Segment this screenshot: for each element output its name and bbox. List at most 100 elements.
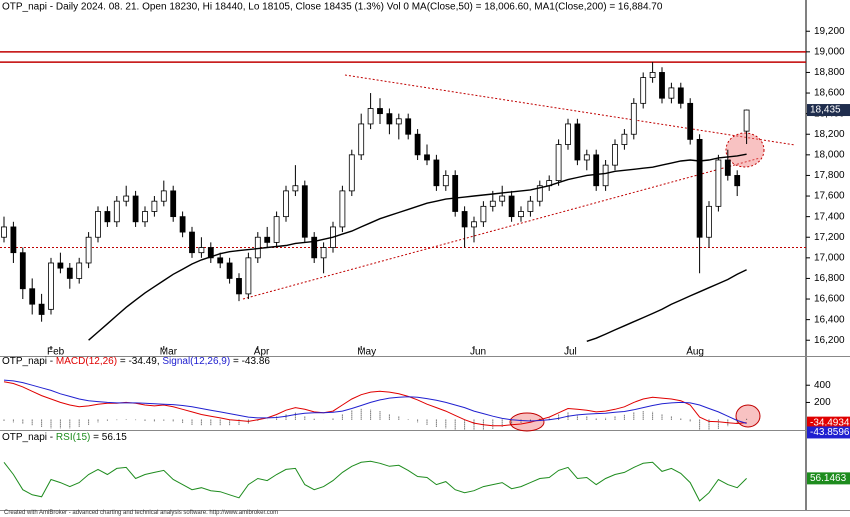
line-series [88,153,747,341]
candle-body [706,205,712,238]
highlight-circle [509,412,545,432]
candle-body [555,144,562,181]
candle-body [630,102,637,135]
y-tick-label: 16,800 [814,273,845,284]
candle-body [386,113,393,125]
y-tick-label: 17,200 [814,232,845,243]
candle-body [640,77,647,104]
x-tick-label: Mar [160,347,178,358]
panel [3,460,747,502]
candle-body [254,236,261,259]
candle-body [301,185,308,238]
y-tick-label: 16,400 [814,314,845,325]
candle-body [508,195,515,218]
candle-body [320,247,327,259]
y-tick-label: 16,600 [814,294,845,305]
candle-body [236,278,242,295]
panel [0,51,806,342]
title-part: = -43.86 [230,356,270,367]
candle-body [358,123,365,156]
candle-body [461,211,468,228]
candle-body [367,108,374,125]
candle-body [405,118,412,135]
candle-body [574,123,581,161]
candle-body [273,216,280,243]
y-tick-label: 400 [814,380,831,391]
candle-body [527,200,534,212]
line-series [3,379,747,424]
candle-body [677,87,684,104]
title-part: RSI(15) [56,432,90,443]
candle-body [160,190,167,202]
y-tick-label: 17,000 [814,252,845,263]
candle-body [66,267,73,279]
candle-body [489,200,496,207]
candle-body [621,133,628,145]
candle-body [536,185,543,202]
y-tick-label: 17,600 [814,191,845,202]
value-label: -34.4934 [810,417,850,428]
candle-body [480,205,487,223]
candle-body [226,262,233,279]
candle-body [198,247,205,254]
candle-body [264,236,271,243]
value-box [807,426,850,439]
panel-title: OTP_napi - RSI(15) = 56.15 [2,432,127,443]
value-label: -43.8596 [810,427,850,438]
candle-body [593,154,600,187]
candle-body [38,303,45,315]
value-label: 56.1463 [810,473,847,484]
candle-body [217,257,224,264]
main-title: OTP_napi - Daily 2024. 08. 21. Open 1823… [2,2,663,13]
candle-body [19,252,26,290]
value-label: 18,435 [810,105,841,116]
candle-body [245,257,252,295]
candle-body [612,144,618,166]
footer: Created with AmiBroker - advanced charti… [4,510,278,516]
candle-body [424,154,430,161]
candle-body [104,211,111,223]
title-part: = -34.49, [117,356,162,367]
candle-body [10,226,17,254]
panel [3,379,748,430]
candle-body [113,200,120,223]
y-tick-label: 200 [814,397,831,408]
candle-body [649,72,656,78]
x-tick-label: May [357,347,376,358]
y-tick-label: 16,200 [814,335,845,346]
y-tick-label: 19,000 [814,46,845,57]
panel-title: OTP_napi - MACD(12,26) = -34.49, Signal(… [2,356,270,367]
candle-body [583,154,590,161]
title-part: OTP_napi - [2,356,56,367]
y-tick-label: 17,800 [814,170,845,181]
candle-body [414,133,421,156]
y-tick-label: 18,800 [814,67,845,78]
candle-body [471,221,477,228]
candle-body [743,109,750,132]
y-tick-label: 18,000 [814,149,845,160]
x-tick-label: Jun [470,347,486,358]
y-tick-label: 17,400 [814,211,845,222]
title-part: Signal(12,26,9) [162,356,230,367]
candle-body [602,164,609,187]
candle-body [29,288,36,305]
candle-body [518,211,524,218]
candle-body [207,247,214,259]
highlight-circle [725,132,765,168]
y-tick-label: 19,200 [814,26,845,37]
title-part: MACD(12,26) [56,356,117,367]
candle-body [142,211,148,223]
x-tick-label: Aug [686,347,704,358]
candle-body [85,236,92,264]
candle-body [170,190,177,218]
candle-body [442,175,449,187]
candle-body [377,108,383,115]
title-part: OTP_napi - [2,432,56,443]
candle-body [565,123,571,145]
x-tick-label: Apr [254,347,270,358]
candle-body [189,231,195,254]
value-box [807,416,850,429]
value-box [807,104,850,117]
